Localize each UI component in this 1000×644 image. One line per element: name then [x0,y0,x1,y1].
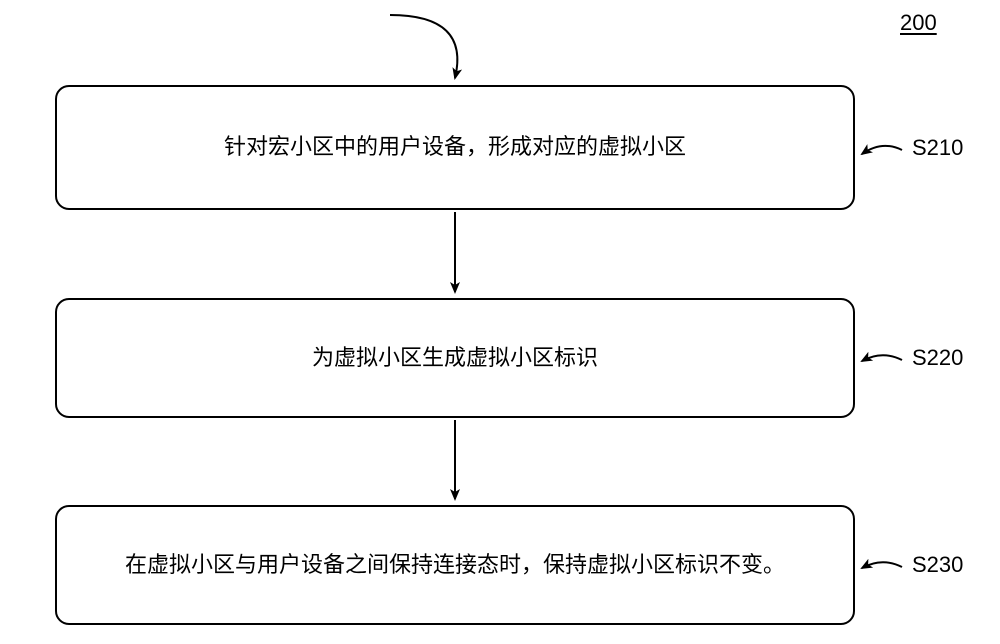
leader-n1 [862,146,902,154]
figure-id: 200 [900,10,937,36]
step-label-n2: S220 [912,345,963,371]
leader-n3 [862,562,902,568]
leader-n2 [862,355,902,361]
diagram-canvas: 200 针对宏小区中的用户设备，形成对应的虚拟小区 S210 为虚拟小区生成虚拟小区… [0,0,1000,644]
step-label-n3: S230 [912,552,963,578]
flow-node-n3: 在虚拟小区与用户设备之间保持连接态时，保持虚拟小区标识不变。 [55,505,855,625]
flow-node-n2: 为虚拟小区生成虚拟小区标识 [55,298,855,418]
edge-e-entry [390,15,457,78]
leader-group [862,146,902,568]
flow-node-n1: 针对宏小区中的用户设备，形成对应的虚拟小区 [55,85,855,210]
step-label-n1: S210 [912,135,963,161]
